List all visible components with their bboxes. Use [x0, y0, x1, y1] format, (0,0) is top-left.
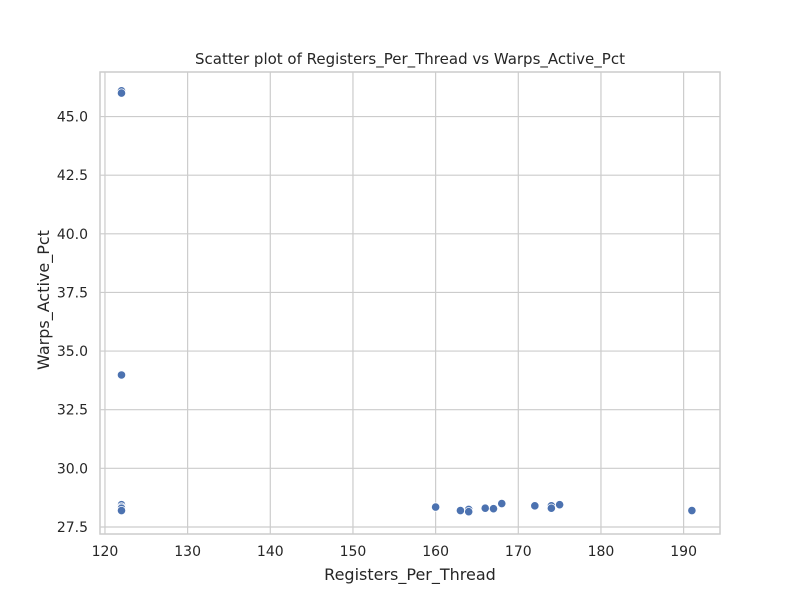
y-tick-label: 30.0 — [57, 461, 88, 477]
x-tick-label: 140 — [257, 544, 284, 560]
y-tick-label: 37.5 — [57, 285, 88, 301]
scatter-point — [116, 370, 127, 380]
chart-title: Scatter plot of Registers_Per_Thread vs … — [195, 50, 625, 69]
scatter-point — [555, 500, 565, 510]
scatter-point — [116, 505, 127, 516]
scatter-point — [464, 507, 474, 517]
plot-frame — [99, 71, 721, 535]
x-tick-label: 190 — [670, 544, 697, 560]
x-tick-label: 130 — [174, 544, 201, 560]
x-tick-label: 150 — [340, 544, 367, 560]
scatter-point — [480, 503, 490, 513]
y-tick-label: 35.0 — [57, 344, 88, 360]
y-tick-label: 27.5 — [57, 520, 88, 536]
grid-lines — [100, 72, 720, 534]
scatter-point — [488, 504, 499, 514]
x-axis-label: Registers_Per_Thread — [324, 565, 496, 585]
x-tick-labels: 120 130 140 150 160 170 180 190 — [92, 544, 697, 560]
x-tick-label: 170 — [505, 544, 532, 560]
y-tick-label: 42.5 — [57, 168, 88, 184]
y-tick-label: 45.0 — [57, 110, 88, 126]
x-tick-label: 160 — [422, 544, 449, 560]
y-tick-label: 40.0 — [57, 227, 88, 243]
y-tick-label: 32.5 — [57, 403, 88, 419]
x-tick-label: 120 — [92, 544, 119, 560]
scatter-point — [687, 505, 697, 516]
y-axis-label: Warps_Active_Pct — [34, 230, 54, 370]
scatter-point — [455, 505, 466, 516]
scatter-point — [530, 501, 540, 511]
scatter-point — [431, 502, 441, 512]
y-tick-labels: 27.5 30.0 32.5 35.0 37.5 40.0 42.5 45.0 — [57, 110, 88, 536]
scatter-point — [497, 498, 507, 509]
x-tick-label: 180 — [588, 544, 615, 560]
scatter-point — [546, 503, 556, 513]
scatter-point — [116, 88, 127, 98]
data-points — [116, 86, 697, 517]
